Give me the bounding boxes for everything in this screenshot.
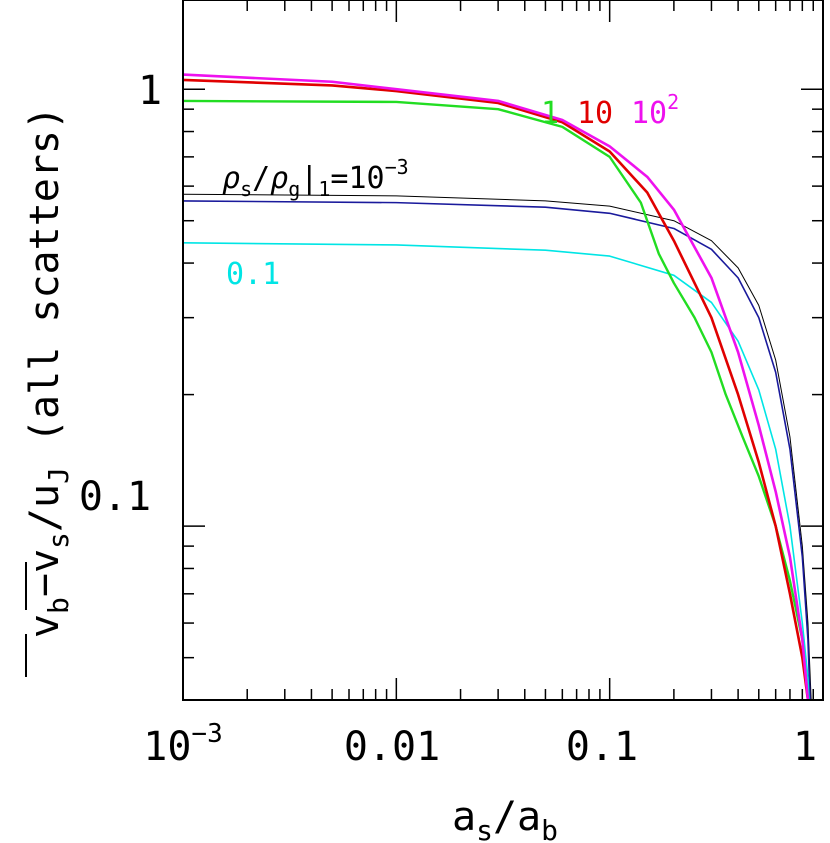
- x-tick-label-0.01: 0.01: [344, 724, 440, 770]
- magenta-series-label: 102: [631, 90, 679, 131]
- y-tick-label-0.1: 0.1: [79, 474, 151, 520]
- series-line-blue: [182, 200, 811, 701]
- x-tick-label-0.1: 0.1: [566, 724, 638, 770]
- x-tick-label-1: 1: [793, 724, 817, 770]
- cyan-series-label: 0.1: [226, 257, 280, 292]
- series-line-black: [182, 193, 812, 701]
- plot-frame: [182, 0, 824, 701]
- x-tick-label-0.001: 10−3: [143, 719, 222, 770]
- y-tick-label-1: 1: [138, 68, 162, 114]
- green-series-label: 1: [541, 96, 559, 131]
- svg-text:vb−vs/uJ(all scatters): vb−vs/uJ(all scatters): [22, 106, 75, 638]
- series-line-red: [182, 78, 810, 701]
- rho-ratio-label: ρs/ρg|1=10−3: [222, 155, 409, 201]
- y-axis-title: vb−vs/uJ(all scatters): [22, 106, 75, 677]
- red-series-label: 10: [577, 96, 613, 131]
- x-axis-title: as/ab: [452, 794, 558, 843]
- series-line-magenta: [182, 73, 810, 701]
- data-curves: [182, 73, 812, 701]
- axis-ticks: [182, 0, 824, 701]
- series-line-cyan: [182, 242, 810, 701]
